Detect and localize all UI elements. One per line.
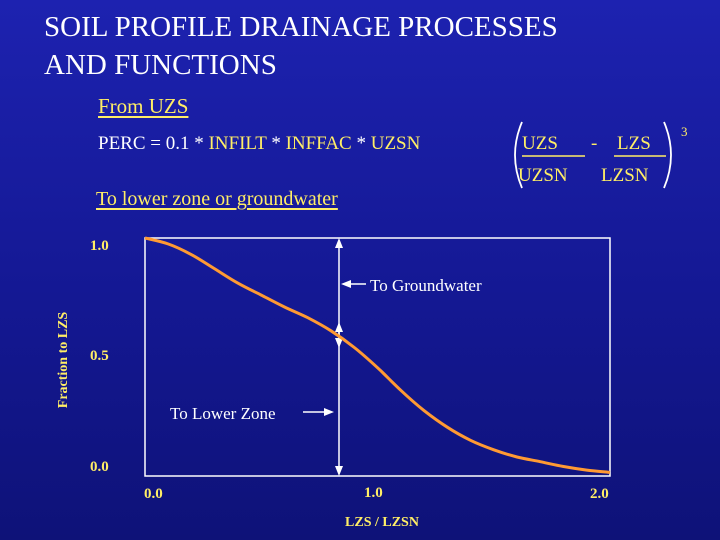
perc-equation: PERC = 0.1 * INFILT * INFFAC * UZSN (98, 133, 420, 155)
y-tick-1: 1.0 (90, 238, 109, 254)
x-axis-label: LZS / LZSN (345, 515, 419, 530)
equation-prefix: PERC = 0.1 * (98, 133, 209, 154)
y-axis-label: Fraction to LZS (56, 312, 71, 409)
minus-sign: - (591, 133, 598, 154)
left-paren (514, 121, 523, 189)
y-tick-0-5: 0.5 (90, 348, 109, 364)
x-tick-2: 2.0 (590, 486, 609, 502)
frac-1-den: UZSN (518, 165, 568, 186)
y-tick-0: 0.0 (90, 459, 109, 475)
equation-inffac: INFFAC (285, 133, 352, 154)
page-title: SOIL PROFILE DRAINAGE PROCESSES AND FUNC… (44, 8, 558, 84)
equation-mult-2: * (351, 133, 371, 154)
frac-2-num: LZS (617, 133, 651, 154)
lower-zone-arrow (335, 322, 343, 476)
frac-1-num: UZS (522, 133, 558, 154)
exponent: 3 (681, 124, 688, 139)
to-groundwater-pointer (341, 280, 366, 288)
to-lower-zone-label: To Lower Zone (170, 404, 276, 423)
frac-2-den: LZSN (601, 165, 649, 186)
plot-frame (144, 237, 611, 477)
to-groundwater-label: To Groundwater (370, 276, 482, 295)
drainage-curve (144, 236, 611, 474)
title-line-2: AND FUNCTIONS (44, 49, 277, 81)
lower-zone-caption: To lower zone or groundwater (96, 188, 338, 210)
to-lower-zone-pointer (303, 408, 334, 416)
equation-infilt: INFILT (208, 133, 267, 154)
title-line-1: SOIL PROFILE DRAINAGE PROCESSES (44, 11, 558, 43)
equation-uzsn: UZSN (370, 133, 421, 154)
x-tick-0: 0.0 (144, 486, 163, 502)
right-paren (663, 121, 672, 189)
x-tick-1: 1.0 (364, 485, 383, 501)
equation-mult-1: * (266, 133, 286, 154)
from-uzs-label: From UZS (98, 94, 189, 118)
